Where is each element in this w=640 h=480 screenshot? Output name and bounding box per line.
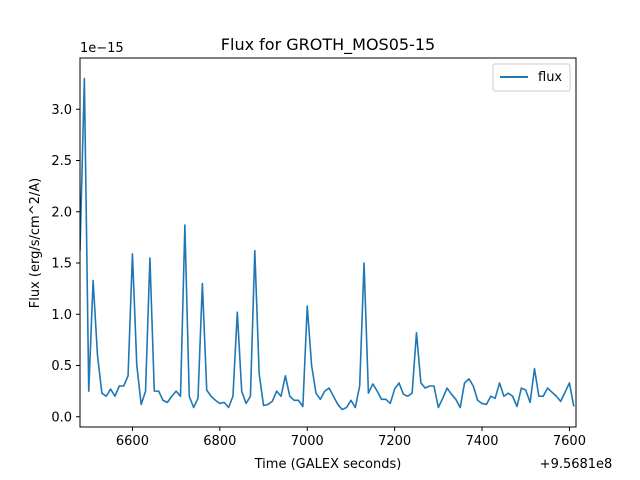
chart-title: Flux for GROTH_MOS05-15 <box>221 35 435 55</box>
plot-frame <box>79 57 577 428</box>
y-tick-label: 1.5 <box>51 257 72 272</box>
y-axis-label: Flux (erg/s/cm^2/A) <box>28 178 43 308</box>
legend: flux <box>492 63 571 92</box>
x-tick-label: 7400 <box>465 434 498 449</box>
x-offset-label: +9.5681e8 <box>540 457 613 472</box>
plot-area <box>79 57 577 428</box>
legend-label: flux <box>538 70 562 85</box>
y-tick-label: 0.5 <box>51 359 72 374</box>
y-tick-label: 1.0 <box>51 308 72 323</box>
x-tick-label: 7200 <box>378 434 411 449</box>
y-tick-label: 0.0 <box>51 410 72 425</box>
x-axis-label: Time (GALEX seconds) <box>254 457 402 472</box>
x-tick-label: 7000 <box>291 434 324 449</box>
y-scale-label: 1e−15 <box>80 41 124 56</box>
x-tick-label: 7600 <box>553 434 586 449</box>
series-line-flux <box>80 77 575 411</box>
y-tick-label: 2.0 <box>51 205 72 220</box>
y-axis: 0.0 0.5 1.0 1.5 2.0 2.5 3.0 <box>51 103 80 425</box>
x-axis: 6600 6800 7000 7200 7400 7600 <box>116 427 586 449</box>
legend-box <box>492 63 571 92</box>
x-tick-label: 6600 <box>116 434 149 449</box>
y-tick-label: 2.5 <box>51 154 72 169</box>
y-tick-label: 3.0 <box>51 103 72 118</box>
x-tick-label: 6800 <box>203 434 236 449</box>
